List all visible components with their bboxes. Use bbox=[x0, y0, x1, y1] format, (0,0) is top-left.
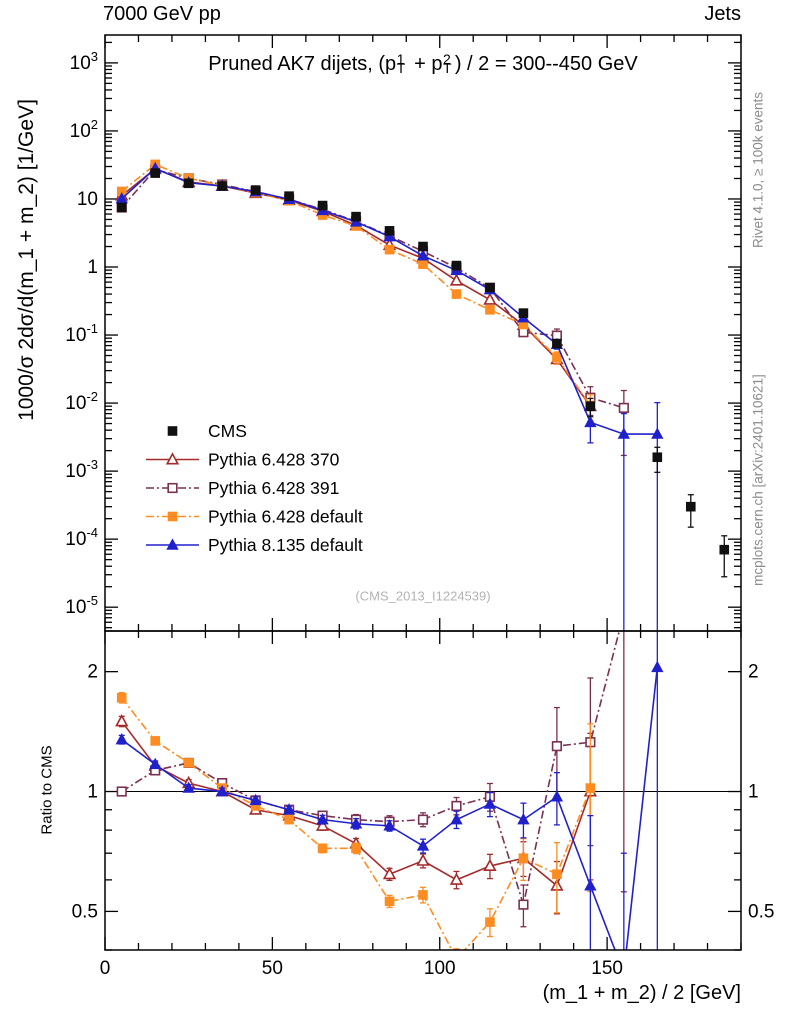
series-ratio-pythia6-391 bbox=[116, 631, 627, 928]
main-panel-frame bbox=[104, 34, 742, 632]
svg-text:2: 2 bbox=[87, 662, 98, 683]
legend-label-cms: CMS bbox=[208, 421, 247, 441]
svg-text:0.5: 0.5 bbox=[748, 901, 774, 922]
svg-text:10-4: 10-4 bbox=[65, 525, 98, 550]
legend: CMS Pythia 6.428 370 Pythia 6.428 391 Pythi… bbox=[146, 421, 363, 555]
legend-label-pythia8-default: Pythia 8.135 default bbox=[208, 535, 363, 555]
svg-text:102: 102 bbox=[70, 117, 98, 142]
plot-title-post: ) / 2 = 300--450 GeV bbox=[454, 53, 638, 75]
svg-text:103: 103 bbox=[70, 49, 98, 74]
svg-text:0.5: 0.5 bbox=[72, 901, 98, 922]
svg-text:100: 100 bbox=[424, 958, 456, 979]
x-axis-label: (m_1 + m_2) / 2 [GeV] bbox=[542, 982, 741, 1004]
svg-text:50: 50 bbox=[262, 958, 283, 979]
legend-label-pythia6-391: Pythia 6.428 391 bbox=[208, 478, 339, 498]
pt1-superscript: 1 bbox=[396, 51, 405, 68]
svg-text:2: 2 bbox=[748, 662, 759, 683]
rivet-version-note: Rivet 4.1.0, ≥ 100k events bbox=[750, 92, 766, 248]
plot-title-mid: + p bbox=[408, 53, 443, 75]
svg-text:1: 1 bbox=[748, 782, 759, 803]
legend-label-pythia6-370: Pythia 6.428 370 bbox=[208, 450, 340, 470]
tick-labels: 0 50 100 15010310210110-110-210-310-410-50.… bbox=[65, 49, 774, 979]
pt1-subscript: T bbox=[396, 59, 406, 76]
svg-text:10-3: 10-3 bbox=[65, 457, 98, 482]
svg-text:10-1: 10-1 bbox=[65, 321, 98, 346]
main-y-axis-label: 1000/σ 2dσ/d(m_1 + m_2) [1/GeV] bbox=[15, 99, 38, 421]
svg-text:1: 1 bbox=[87, 782, 98, 803]
legend-label-pythia6-default: Pythia 6.428 default bbox=[208, 507, 363, 527]
svg-text:0: 0 bbox=[100, 958, 111, 979]
pt2-subscript: T bbox=[443, 59, 452, 76]
mcplots-source-note: mcplots.cern.ch [arXiv:2401.10621] bbox=[750, 374, 766, 586]
axis-ticks bbox=[104, 35, 742, 951]
pt2-superscript: 2 bbox=[443, 51, 451, 68]
series-ratio-pythia8-default bbox=[115, 631, 664, 950]
plot-title-pre: Pruned AK7 dijets, (p bbox=[208, 53, 397, 75]
series-main-pythia6-default bbox=[116, 159, 596, 424]
ratio-panel-frame bbox=[104, 630, 742, 951]
analysis-category-label: Jets bbox=[704, 3, 741, 25]
svg-text:10: 10 bbox=[77, 189, 98, 210]
ratio-y-axis-label: Ratio to CMS bbox=[38, 745, 56, 835]
series-main-pythia6-391 bbox=[116, 164, 629, 457]
series-main-cms bbox=[116, 168, 730, 578]
beam-energy-label: 7000 GeV pp bbox=[103, 3, 221, 25]
svg-text:1: 1 bbox=[87, 257, 98, 278]
analysis-id-watermark: (CMS_2013_I1224539) bbox=[355, 588, 491, 604]
svg-text:10-5: 10-5 bbox=[65, 593, 98, 618]
svg-text:150: 150 bbox=[591, 958, 623, 979]
series-ratio-pythia6-default bbox=[116, 691, 596, 950]
svg-text:10-2: 10-2 bbox=[65, 389, 98, 414]
series-main-pythia6-370 bbox=[115, 161, 598, 422]
plot-title: Pruned AK7 dijets, (p 1 T + p 2 T) / 2 = 300… bbox=[105, 51, 741, 76]
